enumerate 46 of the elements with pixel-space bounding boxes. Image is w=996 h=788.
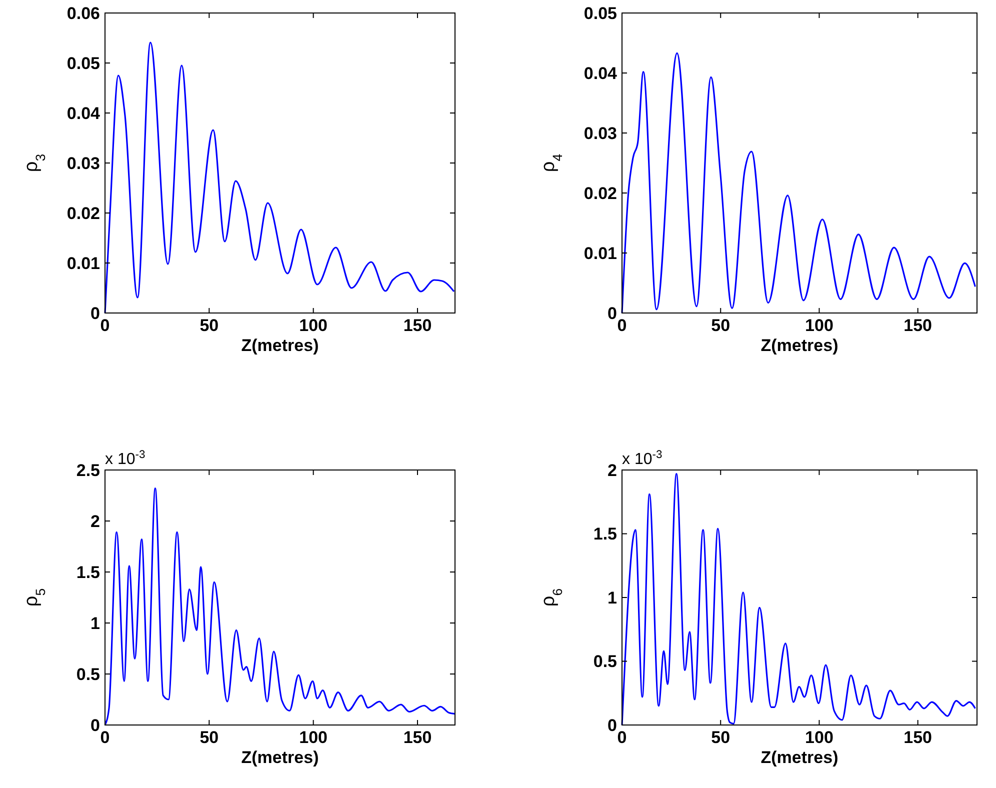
y-tick-label: 0.01 [66, 254, 100, 273]
x-axis-title: Z(metres) [241, 748, 319, 767]
y-tick-label: 0 [608, 716, 617, 735]
x-axis-title: Z(metres) [241, 336, 319, 355]
y-tick-label: 0.5 [593, 652, 617, 672]
y-tick-label: 0.04 [66, 104, 101, 123]
text: x 10$^{-3}$ [622, 449, 662, 468]
y-tick-label: 0.05 [66, 54, 100, 73]
y-tick-label: 0.02 [66, 204, 100, 223]
x-tick-label: 100 [805, 728, 834, 747]
x-tick-label: 150 [904, 316, 932, 335]
x-tick-label: 150 [403, 316, 432, 335]
y-tick-label: 0.03 [584, 124, 617, 143]
x-tick-label: 50 [711, 316, 730, 335]
y-tick-label: 0 [90, 304, 100, 323]
x-tick-label: 50 [711, 728, 730, 747]
y-tick-label: 0.03 [66, 154, 100, 173]
y-tick-label: 2.5 [76, 460, 100, 480]
y-tick-label: 0 [90, 716, 100, 735]
line-series [104, 488, 456, 726]
y-tick-label: 1 [608, 588, 617, 608]
y-tick-label: 1.5 [593, 524, 617, 544]
y-tick-label: 2 [90, 512, 100, 531]
x-tick-label: 50 [200, 316, 219, 335]
x-tick-label: 150 [904, 728, 932, 747]
y-tick-label: 0.02 [584, 184, 617, 203]
line-series [621, 473, 976, 726]
y-tick-label: 1.5 [76, 562, 100, 582]
line-series [104, 42, 455, 314]
y-tick-label: 2 [608, 460, 617, 480]
x-tick-label: 50 [200, 728, 219, 747]
x-tick-label: 150 [403, 728, 432, 747]
x-axis-title: Z(metres) [760, 748, 838, 767]
y-tick-label: 1 [90, 614, 100, 633]
y-tick-label: 0.06 [66, 4, 100, 23]
x-axis-title: Z(metres) [760, 336, 838, 355]
y-tick-label: 0 [608, 304, 617, 323]
x-tick-label: 100 [299, 316, 328, 335]
x-tick-label: 100 [299, 728, 328, 747]
line-series [621, 52, 976, 314]
y-tick-label: 0.01 [584, 244, 617, 263]
text: x 10$^{-3}$ [105, 449, 146, 468]
x-tick-label: 100 [805, 316, 834, 335]
y-tick-label: 0.5 [76, 664, 100, 684]
y-tick-label: 0.05 [584, 4, 617, 23]
y-tick-label: 0.04 [584, 64, 618, 83]
